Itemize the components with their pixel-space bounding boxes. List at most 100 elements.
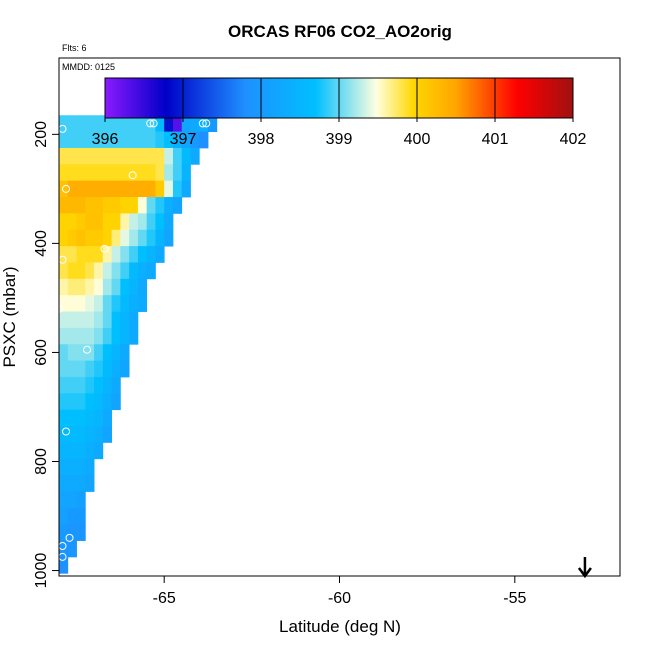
heatmap-cell <box>129 213 139 231</box>
x-tick-label: -55 <box>503 590 526 607</box>
heatmap-cell <box>59 442 69 460</box>
heatmap-cell <box>76 475 86 492</box>
heatmap-cell <box>94 246 104 263</box>
heatmap-cell <box>137 131 148 149</box>
heatmap-cell <box>199 115 209 133</box>
heatmap-cell <box>102 229 112 247</box>
heatmap-cell <box>67 180 77 198</box>
heatmap-cell <box>76 115 86 133</box>
heatmap-cell <box>76 311 86 329</box>
observation-point <box>62 184 71 193</box>
colorbar-tick-label: 400 <box>404 131 431 148</box>
colorbar-tick-label: 398 <box>248 131 275 148</box>
heatmap-cell <box>94 344 104 362</box>
heatmap-cell <box>67 540 77 558</box>
heatmap-cell <box>120 131 130 149</box>
heatmap-cell <box>120 229 130 247</box>
heatmap-cell <box>67 507 77 525</box>
observation-point <box>62 427 71 436</box>
heatmap-cell <box>129 131 139 149</box>
heatmap-cell <box>137 115 148 133</box>
heatmap-cell <box>137 164 148 182</box>
observation-point <box>146 119 155 128</box>
heatmap-cell <box>59 164 69 182</box>
heatmap-cell <box>67 524 77 541</box>
heatmap-cell <box>59 376 69 394</box>
heatmap-cell <box>76 147 86 165</box>
observation-point <box>83 345 92 354</box>
heatmap-cell <box>155 229 165 247</box>
heatmap-cell <box>102 376 112 394</box>
heatmap-cell <box>59 491 69 509</box>
heatmap-cell <box>67 229 77 247</box>
heatmap-cell <box>137 147 148 165</box>
heatmap-cell <box>85 409 95 427</box>
heatmap-cell <box>59 262 69 280</box>
heatmap-cell <box>76 164 86 182</box>
heatmap-cell <box>67 327 77 345</box>
heatmap-cell <box>120 197 130 214</box>
heatmap-cell <box>146 246 156 263</box>
heatmap-cell <box>120 164 130 182</box>
heatmap-cell <box>94 180 104 198</box>
x-tick-label: -60 <box>328 590 351 607</box>
heatmap-cell <box>59 524 69 541</box>
heatmap-cell <box>155 131 165 149</box>
heatmap-cell <box>129 115 139 133</box>
heatmap-cell <box>67 213 77 231</box>
heatmap-cell <box>111 344 121 362</box>
heatmap-cell <box>94 295 104 312</box>
heatmap-cell <box>111 131 121 149</box>
heatmap-cell <box>76 246 86 263</box>
observation-point <box>128 171 137 180</box>
heatmap-cell <box>111 147 121 165</box>
heatmap-cell <box>137 229 148 247</box>
heatmap-cell <box>146 131 156 149</box>
heatmap-cell <box>137 295 148 312</box>
heatmap-cell <box>146 180 156 198</box>
heatmap-cell <box>102 197 112 214</box>
heatmap-cell <box>102 115 112 133</box>
heatmap-cell <box>76 393 86 411</box>
x-tick-label: -65 <box>153 590 176 607</box>
y-axis-label: PSXC (mbar) <box>0 266 19 367</box>
heatmap-cell <box>102 278 112 296</box>
colorbar-tick-label: 402 <box>560 131 587 148</box>
heatmap-cell <box>94 115 104 133</box>
heatmap-cell <box>111 376 121 394</box>
heatmap-cell <box>181 164 191 182</box>
heatmap-cell <box>102 409 112 427</box>
heatmap-cells <box>59 115 218 574</box>
heatmap-cell <box>181 147 191 165</box>
heatmap-cell <box>67 458 77 476</box>
heatmap-cell <box>102 213 112 231</box>
heatmap-cell <box>94 311 104 329</box>
heatmap-cell <box>59 131 69 149</box>
heatmap-cell <box>59 295 69 312</box>
heatmap-cell <box>164 164 174 182</box>
y-tick-label: 1000 <box>33 553 50 589</box>
heatmap-cell <box>111 246 121 263</box>
heatmap-cell <box>94 409 104 427</box>
heatmap-cell <box>85 376 95 394</box>
heatmap-cell <box>67 197 77 214</box>
heatmap-cell <box>67 295 77 312</box>
heatmap-cell <box>146 115 156 133</box>
heatmap-cell <box>94 197 104 214</box>
heatmap-cell <box>67 360 77 378</box>
heatmap-cell <box>59 311 69 329</box>
heatmap-cell <box>181 131 191 149</box>
heatmap-cell <box>120 246 130 263</box>
heatmap-cell <box>111 262 121 280</box>
colorbar-tick-label: 399 <box>326 131 353 148</box>
heatmap-cell <box>76 442 86 460</box>
heatmap-cell <box>102 311 112 329</box>
heatmap-cell <box>76 180 86 198</box>
heatmap-cell <box>164 180 174 198</box>
heatmap-cell <box>59 327 69 345</box>
heatmap-cell <box>137 246 148 263</box>
heatmap-cell <box>172 197 183 214</box>
heatmap-cell <box>59 409 69 427</box>
heatmap-cell <box>59 393 69 411</box>
heatmap-cell <box>120 311 130 329</box>
